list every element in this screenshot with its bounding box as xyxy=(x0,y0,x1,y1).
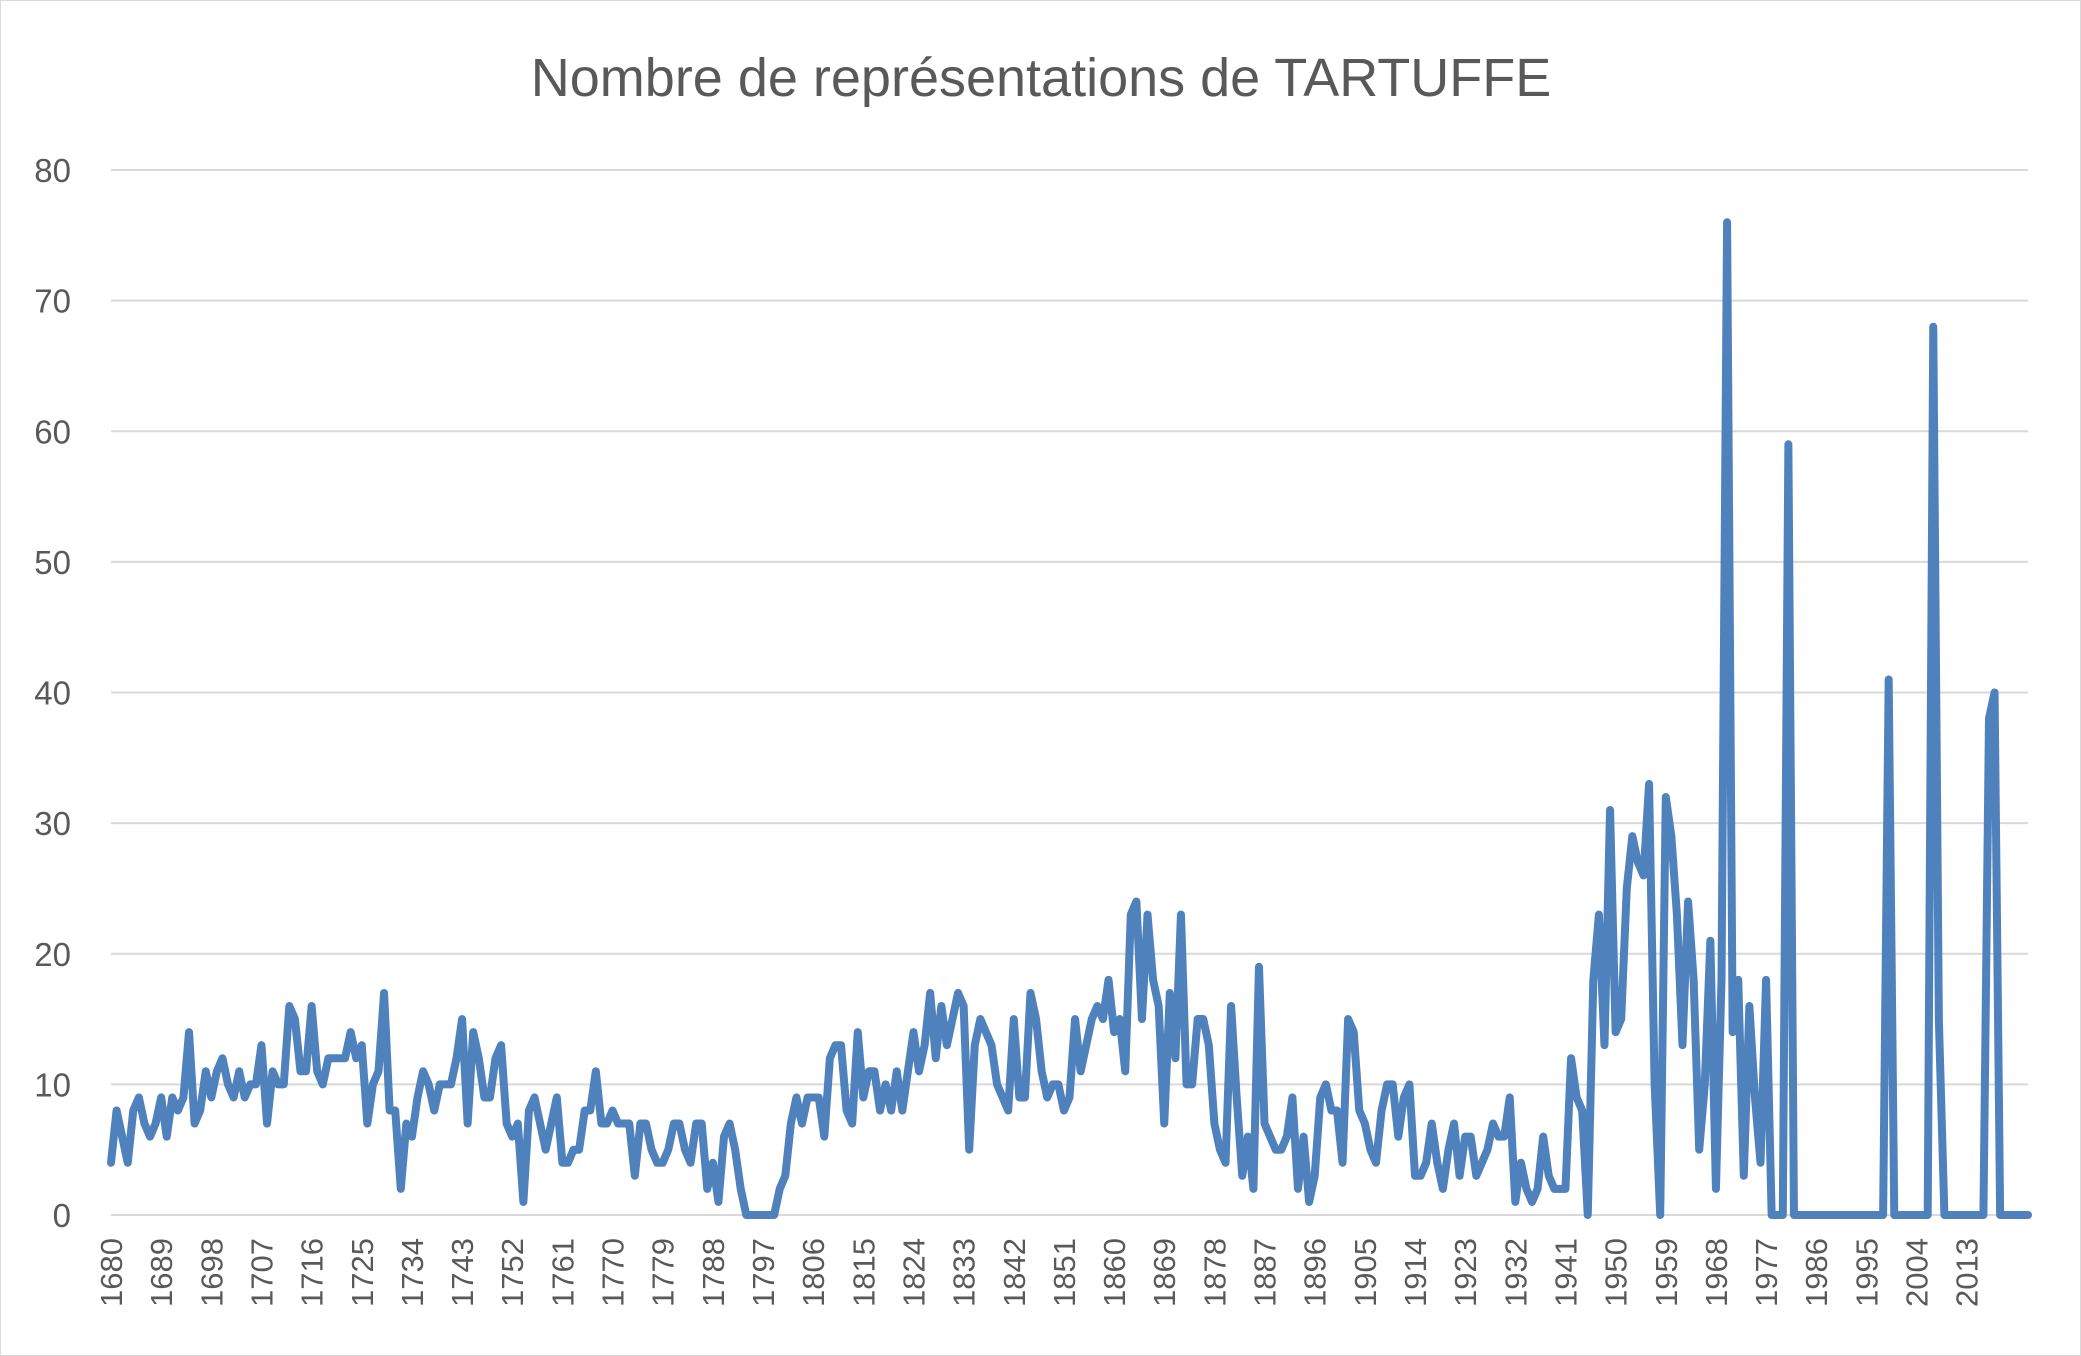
x-tick-label: 1995 xyxy=(1849,1238,1884,1307)
x-tick-label: 1806 xyxy=(796,1238,831,1307)
x-tick-label: 1932 xyxy=(1498,1238,1533,1307)
x-tick-label: 2004 xyxy=(1900,1238,1935,1307)
x-tick-label: 1824 xyxy=(896,1238,931,1307)
y-tick-label: 60 xyxy=(34,413,71,450)
x-tick-label: 1779 xyxy=(646,1238,681,1307)
x-tick-label: 1968 xyxy=(1699,1238,1734,1307)
y-axis: 0 10 20 30 40 50 60 70 80 xyxy=(34,152,71,1234)
chart-title: Nombre de représentations de TARTUFFE xyxy=(531,48,1551,108)
x-tick-label: 1815 xyxy=(846,1238,881,1307)
series-line-0 xyxy=(107,218,2032,1219)
x-tick-label: 1716 xyxy=(295,1238,330,1307)
series-layer xyxy=(107,218,2032,1219)
y-tick-label: 20 xyxy=(34,936,71,973)
x-tick-label: 1914 xyxy=(1398,1238,1433,1307)
x-tick-label: 1869 xyxy=(1147,1238,1182,1307)
x-tick-label: 1752 xyxy=(495,1238,530,1307)
x-tick-label: 1923 xyxy=(1448,1238,1483,1307)
x-tick-label: 1950 xyxy=(1599,1238,1634,1307)
y-tick-label: 40 xyxy=(34,675,71,712)
x-tick-label: 1707 xyxy=(244,1238,279,1307)
y-tick-label: 0 xyxy=(53,1197,71,1234)
x-tick-label: 1860 xyxy=(1097,1238,1132,1307)
x-tick-label: 2013 xyxy=(1950,1238,1985,1307)
x-tick-label: 1887 xyxy=(1248,1238,1283,1307)
x-tick-label: 1878 xyxy=(1197,1238,1232,1307)
x-tick-label: 1689 xyxy=(144,1238,179,1307)
y-tick-label: 30 xyxy=(34,805,71,842)
y-tick-label: 80 xyxy=(34,152,71,189)
x-tick-label: 1680 xyxy=(94,1238,129,1307)
x-tick-label: 1698 xyxy=(194,1238,229,1307)
y-tick-label: 70 xyxy=(34,283,71,320)
x-tick-label: 1905 xyxy=(1348,1238,1383,1307)
x-tick-label: 1788 xyxy=(696,1238,731,1307)
x-tick-label: 1977 xyxy=(1749,1238,1784,1307)
x-tick-label: 1797 xyxy=(746,1238,781,1307)
x-tick-label: 1734 xyxy=(395,1238,430,1307)
y-tick-label: 10 xyxy=(34,1066,71,1103)
x-tick-label: 1761 xyxy=(545,1238,580,1307)
x-tick-label: 1941 xyxy=(1548,1238,1583,1307)
x-tick-label: 1959 xyxy=(1649,1238,1684,1307)
y-tick-label: 50 xyxy=(34,544,71,581)
x-axis: 1680 1689 1698 1707 1716 1725 1734 1743 1752 1761… xyxy=(94,1238,1985,1307)
x-tick-label: 1842 xyxy=(997,1238,1032,1307)
x-tick-label: 1851 xyxy=(1047,1238,1082,1307)
x-tick-label: 1986 xyxy=(1799,1238,1834,1307)
x-tick-label: 1770 xyxy=(596,1238,631,1307)
x-tick-label: 1896 xyxy=(1298,1238,1333,1307)
x-tick-label: 1833 xyxy=(947,1238,982,1307)
x-tick-label: 1725 xyxy=(345,1238,380,1307)
x-tick-label: 1743 xyxy=(445,1238,480,1307)
